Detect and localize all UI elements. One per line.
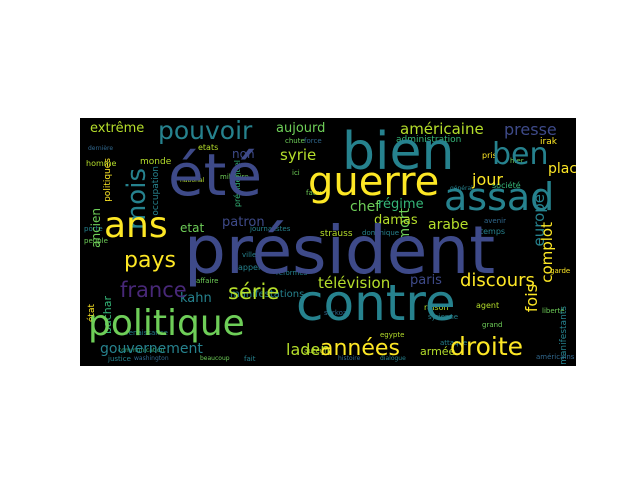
word: egypte (380, 331, 405, 339)
word: extrême (90, 121, 145, 136)
word: justice (108, 355, 131, 363)
word: manifestants (559, 306, 569, 365)
word: laden (286, 340, 331, 359)
word: chute (285, 137, 305, 145)
word: syrienne (428, 313, 459, 321)
word: chef (350, 199, 381, 215)
word: grand (482, 321, 503, 329)
word: france (120, 278, 187, 302)
word: ville (242, 251, 257, 259)
word: homme (86, 159, 117, 168)
word: années (320, 336, 400, 361)
word: appel (238, 263, 261, 272)
word: raison (424, 303, 449, 312)
word: force (304, 137, 322, 145)
word: ici (292, 169, 300, 177)
word: discours (460, 270, 535, 291)
word: etats (198, 143, 219, 152)
word: ans (104, 205, 168, 246)
word: peuple (84, 237, 108, 245)
word: gouvernement (100, 341, 203, 357)
word: complot (538, 222, 556, 283)
word: temps (480, 227, 506, 236)
word: assad (444, 175, 555, 219)
word-cloud: etats chute force administration irak pr… (80, 118, 576, 366)
word: ancien (89, 208, 103, 248)
word: fait (244, 355, 256, 363)
word: armée (420, 345, 456, 358)
word: arabe (428, 217, 469, 233)
word: ben (492, 137, 549, 172)
word: sarkozy (324, 309, 351, 317)
word: politiques (103, 158, 113, 202)
word: kahn (180, 291, 212, 306)
word: strauss (320, 229, 353, 239)
word: journalistes (250, 225, 291, 233)
word: national (180, 177, 205, 184)
word: pays (124, 248, 176, 273)
word: militaire (220, 173, 249, 181)
word: affaire (196, 277, 219, 285)
word: auteur (304, 347, 328, 355)
word: place (548, 161, 576, 177)
word: paris (410, 273, 442, 288)
word: irak (540, 137, 557, 147)
word: etat (180, 221, 205, 235)
word: hier (510, 157, 524, 165)
word: jour (472, 170, 503, 189)
word: régime (378, 197, 424, 212)
word: renaissance (126, 329, 168, 337)
word: pouvoir (158, 118, 253, 145)
word: bien (342, 122, 455, 182)
word: politique (88, 303, 245, 344)
word: américains (536, 353, 575, 361)
word: liberté (542, 307, 565, 315)
word: non (232, 147, 255, 161)
word: patron (222, 215, 265, 230)
word: manifestations (230, 289, 305, 300)
word: été (168, 141, 263, 209)
word: dialogue (380, 355, 406, 362)
word: général (450, 185, 473, 192)
word: américaine (400, 120, 484, 138)
word: porte (84, 225, 103, 233)
word: réformes (276, 269, 308, 277)
word: avenir (484, 217, 506, 225)
word: administration (396, 135, 462, 145)
word: guerre (308, 159, 440, 205)
word: dominique (362, 229, 400, 237)
word: attaque (440, 339, 468, 347)
word: washington (134, 355, 169, 362)
word: faux (306, 189, 322, 197)
word: président (184, 212, 496, 289)
word: syrie (280, 146, 317, 164)
word: presse (504, 120, 557, 139)
word: monde (140, 157, 172, 167)
word: télévision (318, 274, 391, 292)
word: série (228, 280, 280, 304)
word: beaucoup (200, 355, 230, 362)
word: histoire (338, 355, 361, 362)
word: dernière (88, 145, 114, 152)
word: pris (482, 151, 497, 160)
word: société (492, 181, 521, 190)
word: agent (476, 301, 500, 310)
word: damas (374, 213, 418, 228)
word: contre (296, 274, 456, 332)
word: aujourd (276, 121, 326, 136)
word: droite (450, 332, 524, 361)
word: garde (550, 267, 571, 275)
word: communication (118, 347, 165, 354)
